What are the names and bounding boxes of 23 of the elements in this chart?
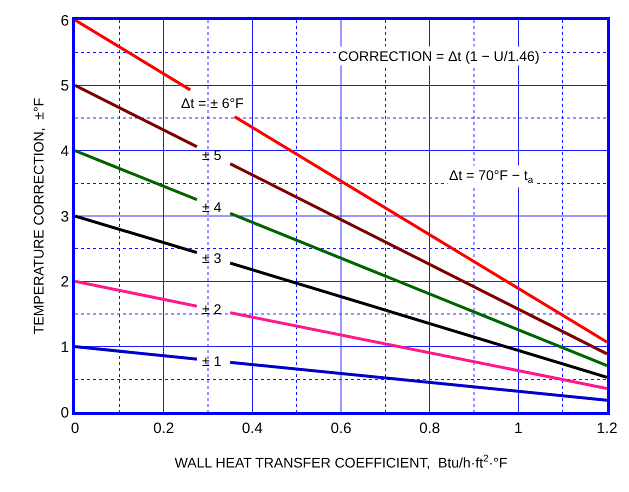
series-label: ± 3 <box>202 250 222 266</box>
x-axis-title: WALL HEAT TRANSFER COEFFICIENT, Btu/h·ft$^{2}$·°F <box>174 453 508 470</box>
y-tick-label: 4 <box>60 142 69 160</box>
y-tick-label: 3 <box>60 208 69 226</box>
x-tick-label: 0.4 <box>242 420 263 437</box>
y-axis-title: TEMPERATURE CORRECTION, ±°F <box>30 98 46 334</box>
x-tick-label: 0.2 <box>153 420 174 437</box>
y-tick-label: 1 <box>60 338 69 356</box>
y-tick-label: 2 <box>60 274 69 291</box>
series-label: ± 2 <box>202 301 222 317</box>
x-tick-label: 1 <box>514 420 522 437</box>
x-tick-label: 0.6 <box>330 420 352 437</box>
y-tick-label: 6 <box>60 12 69 30</box>
y-tick-label: 5 <box>60 78 69 95</box>
x-tick-label: 1.2 <box>596 420 618 437</box>
x-tick-label: 0.8 <box>419 420 440 437</box>
series-label: ± 1 <box>202 353 222 369</box>
annotation: Δt = 70°F − t$_{a}$ <box>449 167 534 186</box>
series-label: Δt = ± 6°F <box>181 95 244 111</box>
series-label: ± 4 <box>202 199 222 215</box>
y-tick-label: 0 <box>60 404 69 422</box>
annotation: CORRECTION = Δt (1 − U/1.46) <box>338 48 540 64</box>
series-label: ± 5 <box>202 147 222 163</box>
